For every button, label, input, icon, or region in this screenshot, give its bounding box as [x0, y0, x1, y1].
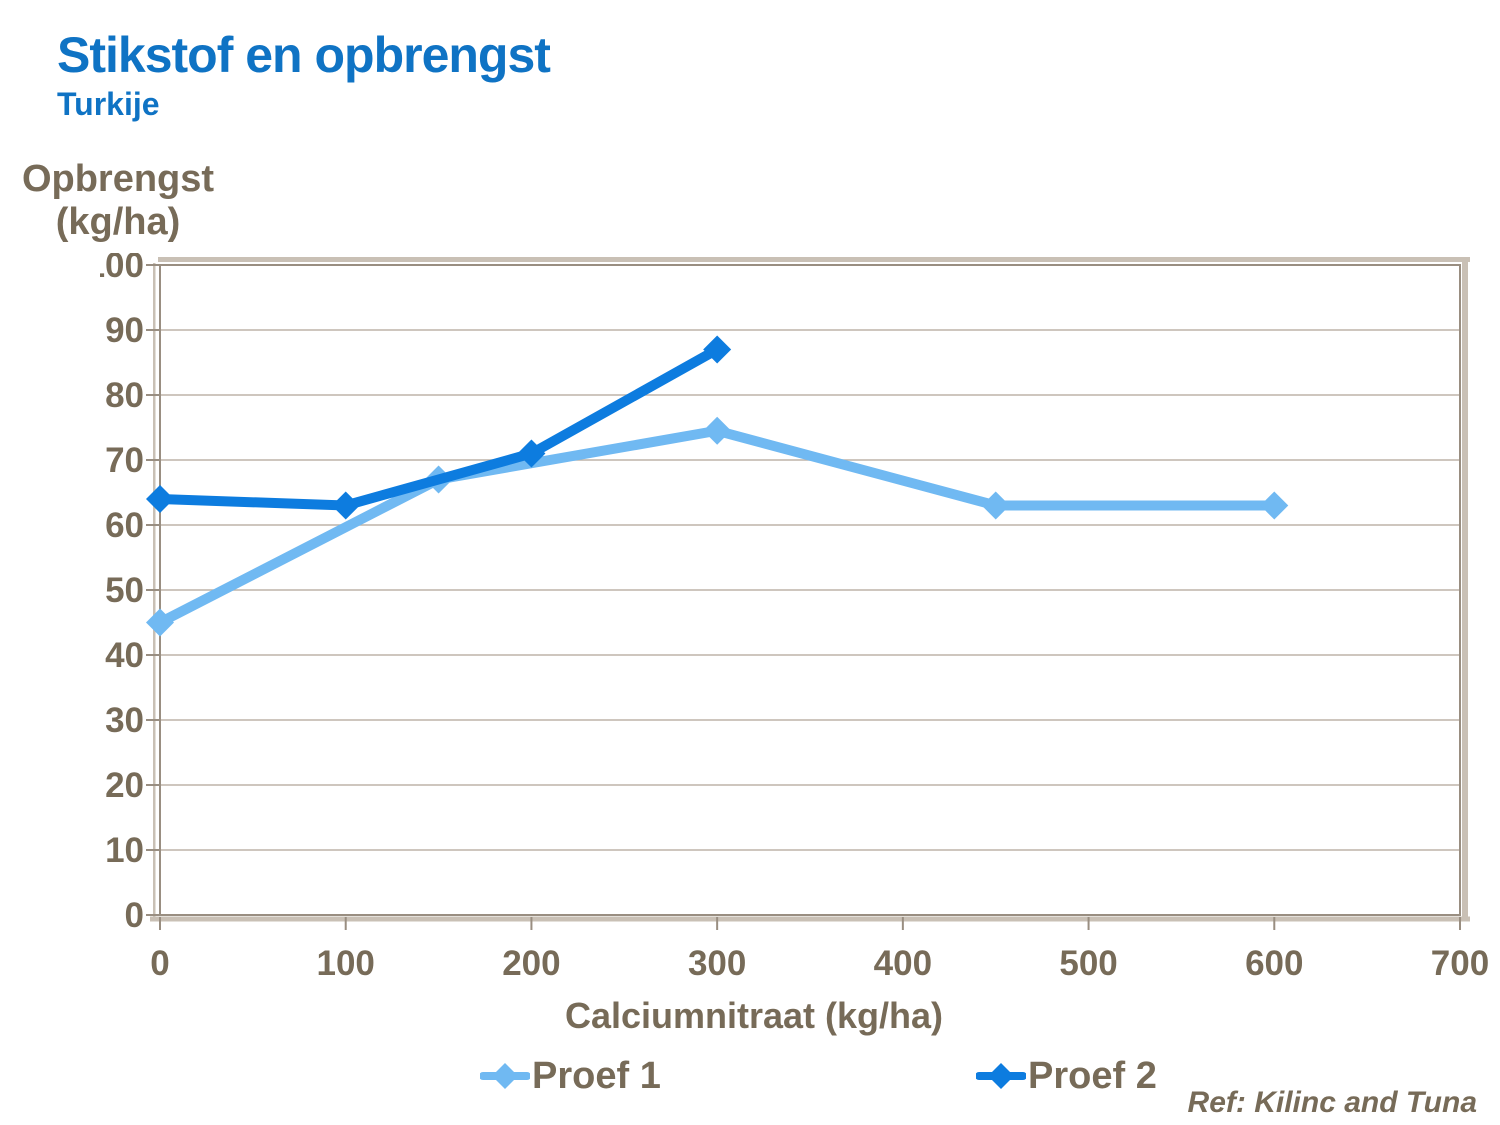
y-tick-label: 70 [105, 441, 144, 480]
y-tick-label: 60 [105, 506, 144, 545]
series-2 [146, 335, 732, 520]
y-axis-title-line2: (kg/ha) [55, 200, 181, 243]
x-tick-label: 500 [1059, 944, 1117, 983]
x-tick-label: 200 [502, 944, 560, 983]
y-tick-label: 20 [105, 766, 144, 805]
plot-grid-group [161, 329, 1459, 851]
y-tick-label: 10 [105, 831, 144, 870]
legend-item-proef2: Proef 2 [976, 1050, 1157, 1102]
data-point-marker [1260, 491, 1289, 520]
y-axis-title: Opbrengst (kg/ha) [20, 158, 216, 243]
y-tick-label: 0 [125, 896, 144, 935]
plot-tick-group [146, 264, 1461, 930]
x-tick-label: 0 [150, 944, 169, 983]
x-tick-label: 300 [688, 944, 746, 983]
data-point-marker [981, 491, 1010, 520]
series-line [159, 345, 720, 511]
plot-border-shadow [158, 257, 1470, 262]
legend-marker-proef2 [976, 1063, 1026, 1089]
plot-svg: 0 100 200 300 400 500 600 700 0 10 20 30 40 50 60 70 80 9… [100, 253, 1489, 1036]
y-tick-label: 40 [105, 636, 144, 675]
y-tick-label: 50 [105, 571, 144, 610]
x-tick-label: 400 [874, 944, 932, 983]
y-tick-label: 90 [105, 311, 144, 350]
data-point-marker [146, 485, 174, 513]
legend-marker-proef1 [480, 1063, 530, 1089]
x-axis-title: Calciumnitraat (kg/ha) [565, 995, 943, 1036]
reference-note: Ref: Kilinc and Tuna [1187, 1086, 1477, 1119]
plot-series-group [146, 335, 1289, 637]
legend-label-proef2: Proef 2 [1028, 1054, 1157, 1097]
data-point-marker [146, 608, 174, 637]
legend-label-proef1: Proef 1 [532, 1054, 661, 1097]
x-tick-label: 700 [1431, 944, 1489, 983]
y-axis-title-line1: Opbrengst [21, 158, 215, 200]
data-point-marker [703, 335, 732, 364]
x-tick-label: 600 [1245, 944, 1303, 983]
series-1 [146, 416, 1289, 637]
legend-item-proef1: Proef 1 [480, 1050, 661, 1102]
y-tick-label: 30 [105, 701, 144, 740]
plot-border-shadow [150, 916, 1470, 922]
data-point-marker [517, 439, 546, 468]
x-tick-label: 100 [317, 944, 375, 983]
data-point-marker [703, 416, 732, 445]
y-tick-label: 100 [100, 253, 144, 285]
legend: Proef 1 Proef 2 [0, 1050, 1500, 1102]
data-point-marker [331, 491, 360, 520]
y-tick-label: 80 [105, 376, 144, 415]
plot-ticklabel-group: 0 100 200 300 400 500 600 700 0 10 20 30 40 50 60 70 80 9… [100, 253, 1489, 983]
plot-border-shadow [1462, 257, 1468, 921]
chart-subtitle: Turkije [57, 86, 160, 122]
chart-title: Stikstof en opbrengst [57, 27, 551, 83]
